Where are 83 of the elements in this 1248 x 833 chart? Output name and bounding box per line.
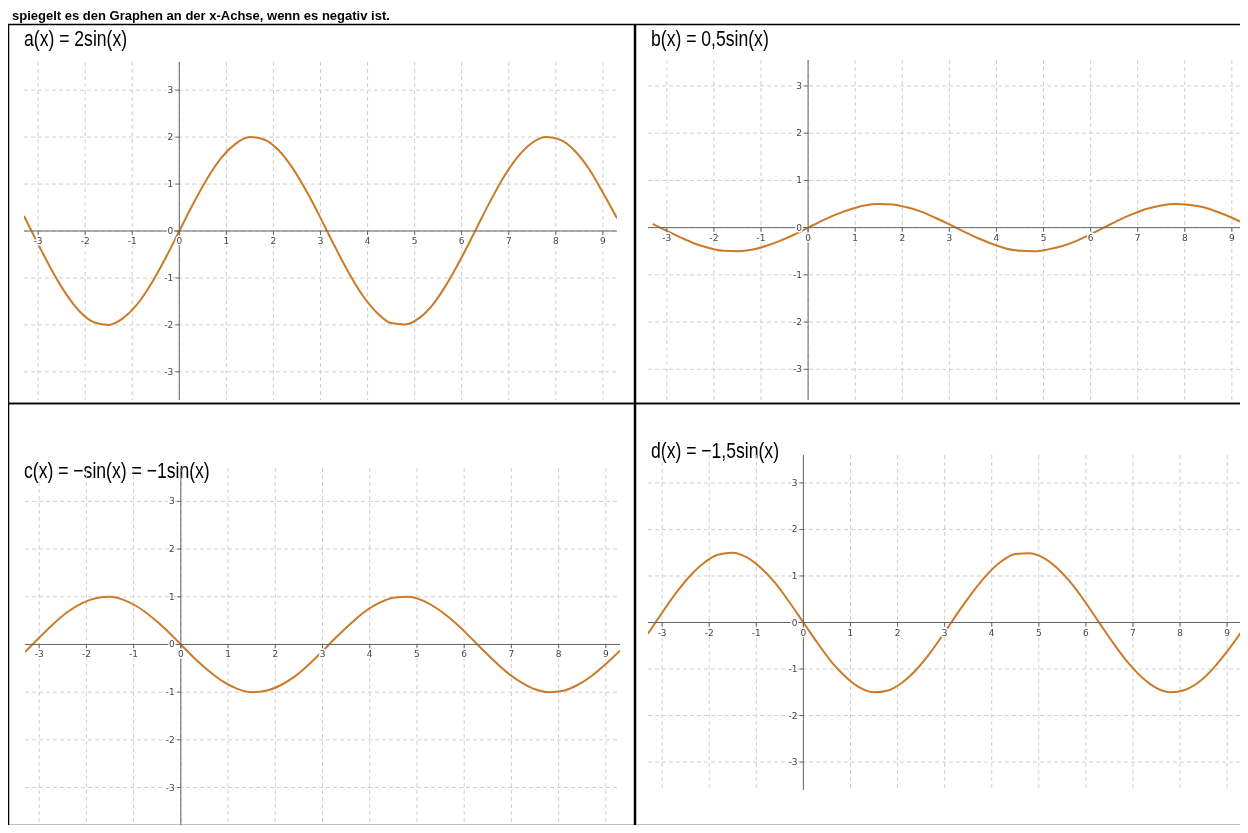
x-tick-label: 1 [223, 236, 230, 246]
line-series [25, 595, 620, 694]
x-tick-label: 8 [552, 236, 559, 246]
x-tick-label: 4 [993, 232, 1000, 243]
x-tick-label: 9 [1229, 232, 1236, 243]
x-tick-label: 3 [946, 232, 953, 243]
x-tick-label: 6 [458, 236, 465, 246]
x-tick-label: 6 [461, 649, 468, 660]
x-tick-label: -1 [129, 649, 139, 660]
line-series [648, 551, 1240, 694]
x-tick-label: 0 [176, 236, 183, 246]
y-tick-label: 2 [167, 132, 174, 143]
x-tick-label: -2 [709, 232, 719, 243]
x-tick-label: 1 [847, 627, 854, 638]
y-tick-label: -3 [788, 757, 798, 768]
y-tick-label: 1 [791, 570, 798, 581]
x-tick-label: 2 [899, 232, 906, 243]
x-tick-label: 2 [894, 627, 901, 638]
y-tick-label: 3 [167, 85, 174, 96]
x-tick-label: 7 [508, 649, 515, 660]
x-tick-label: 5 [411, 236, 418, 246]
x-tick-label: -3 [657, 627, 667, 638]
y-tick-label: -2 [165, 734, 175, 745]
x-tick-label: 3 [941, 627, 948, 638]
x-tick-label: 0 [805, 232, 812, 243]
y-tick-label: 0 [169, 639, 176, 650]
x-tick-label: 9 [600, 236, 607, 246]
x-tick-label: -3 [662, 232, 672, 243]
x-tick-label: 5 [1040, 232, 1047, 243]
x-tick-label: 1 [225, 649, 231, 660]
y-tick-label: 1 [796, 175, 803, 186]
x-tick-label: 4 [988, 627, 995, 638]
y-tick-label: -3 [164, 366, 174, 377]
y-tick-label: 3 [791, 477, 798, 488]
x-tick-label: -1 [751, 627, 761, 638]
x-tick-label: 8 [555, 649, 562, 660]
x-tick-label: -1 [127, 236, 137, 246]
x-tick-label: 9 [1224, 627, 1231, 638]
x-tick-label: 8 [1181, 232, 1188, 243]
y-tick-label: -3 [793, 364, 803, 375]
x-tick-label: 3 [317, 236, 324, 246]
y-tick-label: 0 [791, 617, 798, 628]
x-tick-label: 6 [1087, 232, 1094, 243]
y-tick-label: -2 [788, 710, 798, 721]
x-tick-label: -3 [34, 649, 44, 660]
chart-title: d(x) = −1,5sin(x) [651, 438, 780, 463]
x-tick-label: 5 [414, 649, 420, 660]
x-tick-label: 5 [1035, 627, 1042, 638]
y-tick-label: -3 [165, 782, 175, 793]
x-tick-label: 0 [177, 649, 184, 660]
x-tick-label: 2 [272, 649, 279, 660]
chart-title: a(x) = 2sin(x) [24, 26, 128, 51]
y-tick-label: -1 [788, 664, 798, 675]
y-tick-label: -1 [165, 687, 175, 698]
x-tick-label: -2 [80, 236, 90, 246]
y-tick-label: 3 [169, 496, 175, 507]
x-tick-label: 1 [852, 232, 859, 243]
x-tick-label: 7 [1134, 232, 1141, 243]
chart-title: c(x) = −sin(x) = −1sin(x) [24, 458, 210, 483]
text: spiegelt es den Graphen an der x-Achse, wenn es negativ ist. [12, 8, 390, 23]
y-tick-label: -1 [164, 272, 174, 283]
x-tick-label: 3 [319, 649, 326, 660]
x-tick-label: 2 [270, 236, 277, 246]
x-tick-label: -2 [81, 649, 91, 660]
x-tick-label: 7 [505, 236, 512, 246]
y-tick-label: 2 [791, 524, 798, 535]
x-tick-label: 4 [364, 236, 371, 246]
y-tick-label: 2 [796, 128, 803, 139]
y-tick-label: -2 [793, 317, 803, 328]
x-tick-label: 7 [1130, 627, 1136, 638]
x-tick-label: 4 [366, 649, 373, 660]
y-tick-label: 1 [169, 591, 175, 602]
x-tick-label: 9 [602, 649, 609, 660]
x-tick-label: 6 [1083, 627, 1090, 638]
y-tick-label: -1 [793, 269, 803, 280]
x-tick-label: -1 [756, 232, 766, 243]
chart-title: b(x) = 0,5sin(x) [651, 26, 769, 51]
x-tick-label: 8 [1177, 627, 1184, 638]
y-tick-label: 3 [796, 80, 803, 91]
y-tick-label: -2 [164, 319, 174, 330]
y-tick-label: 2 [169, 544, 175, 555]
x-tick-label: -2 [704, 627, 714, 638]
y-tick-label: 1 [167, 179, 174, 190]
